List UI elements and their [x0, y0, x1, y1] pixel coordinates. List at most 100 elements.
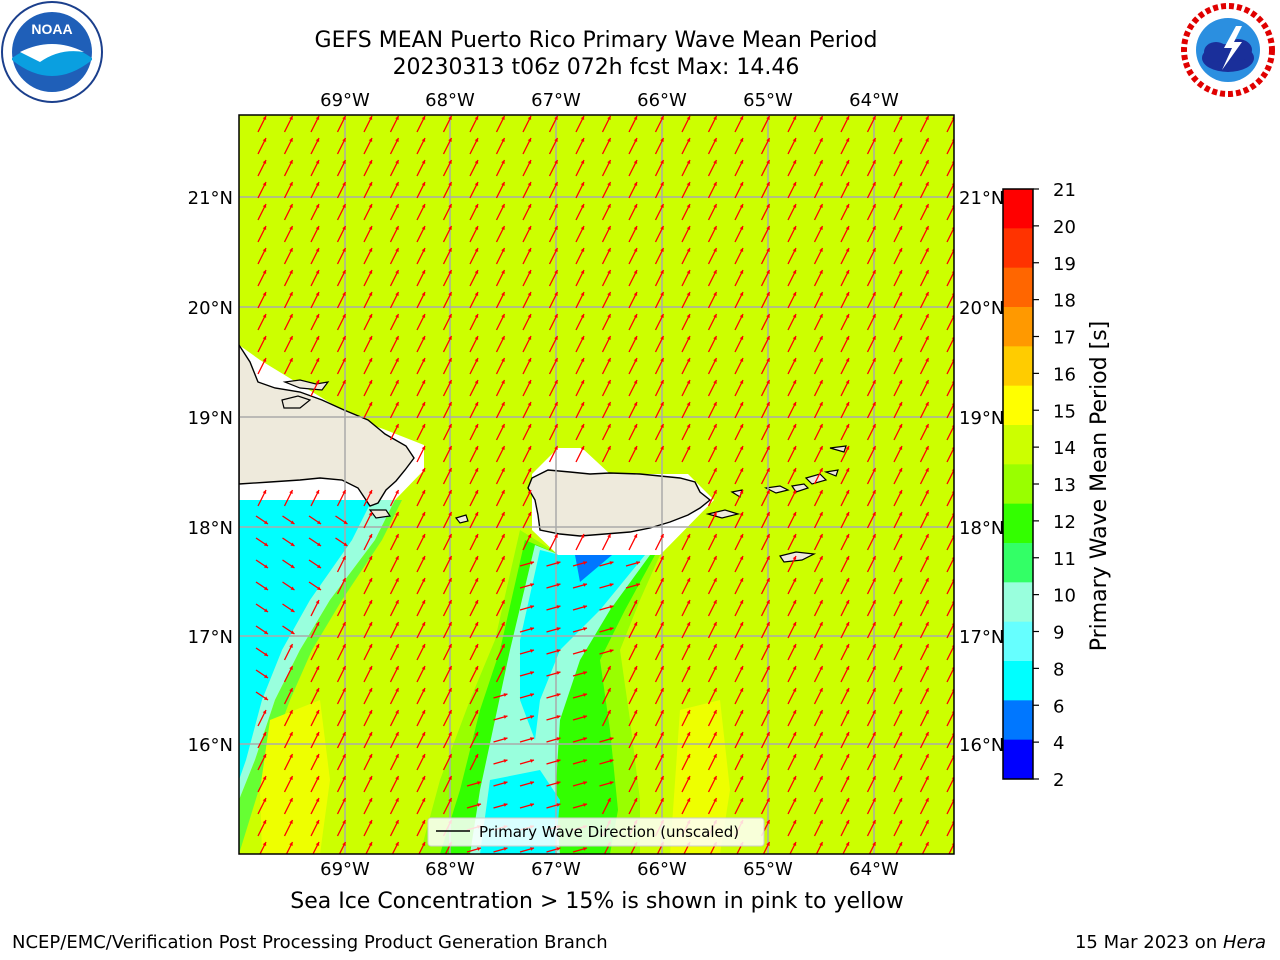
- wave-arrowhead: [474, 380, 479, 384]
- wave-arrowhead: [819, 490, 823, 494]
- wave-arrowhead: [368, 512, 373, 516]
- wave-arrowhead: [501, 424, 505, 428]
- wave-arrowhead: [368, 226, 373, 230]
- wave-arrowhead: [368, 336, 373, 340]
- wave-arrowhead: [315, 358, 320, 362]
- wave-arrowhead: [686, 116, 691, 120]
- wave-arrowhead: [289, 292, 293, 296]
- wave-arrowhead: [819, 292, 823, 296]
- wave-arrowhead: [713, 424, 717, 428]
- wave-arrowhead: [872, 798, 876, 802]
- wave-arrowhead: [660, 600, 664, 604]
- wave-arrowhead: [713, 710, 717, 714]
- wave-arrowhead: [368, 556, 373, 560]
- lat-label: 16°N: [188, 735, 233, 756]
- wave-arrowhead: [845, 402, 850, 406]
- wave-arrowhead: [290, 586, 295, 590]
- wave-arrowhead: [792, 600, 797, 604]
- wave-arrowhead: [368, 644, 373, 648]
- wave-arrowhead: [395, 556, 399, 560]
- wave-arrowhead: [501, 270, 505, 274]
- wave-arrowhead: [421, 336, 426, 340]
- wave-arrowhead: [556, 627, 561, 631]
- wave-arrowhead: [474, 732, 479, 736]
- wave-arrowhead: [289, 666, 293, 670]
- wave-arrowhead: [368, 402, 373, 406]
- wave-arrowhead: [421, 380, 426, 384]
- wave-arrowhead: [342, 842, 346, 846]
- wave-arrowhead: [609, 759, 614, 763]
- wave-arrowhead: [739, 380, 744, 384]
- wave-arrowhead: [660, 798, 664, 802]
- wave-arrowhead: [766, 182, 770, 186]
- wave-arrowhead: [262, 336, 267, 340]
- wave-arrowhead: [421, 798, 426, 802]
- wave-arrowhead: [872, 578, 876, 582]
- wave-arrowhead: [686, 226, 691, 230]
- land-anegada: [829, 445, 847, 453]
- wave-arrowhead: [530, 649, 534, 653]
- wave-arrowhead: [792, 798, 797, 802]
- wave-arrowhead: [448, 622, 452, 626]
- wave-arrowhead: [556, 693, 561, 697]
- wave-arrowhead: [315, 842, 320, 846]
- wave-arrowhead: [368, 666, 373, 670]
- lon-label: 65°W: [743, 90, 793, 111]
- colorbar-tick-label: 4: [1053, 733, 1064, 754]
- wave-arrowhead: [739, 270, 744, 274]
- wave-arrowhead: [607, 336, 611, 340]
- map-frame: [238, 114, 955, 855]
- wave-arrowhead: [792, 710, 797, 714]
- wave-arrowhead: [872, 556, 876, 560]
- wave-arrowhead: [527, 446, 532, 450]
- footer-date: 15 Mar 2023 on Hera: [1075, 932, 1266, 953]
- wave-arrowhead: [633, 754, 638, 758]
- wave-arrowhead: [872, 512, 876, 516]
- wave-arrowhead: [527, 336, 532, 340]
- wave-arrowhead: [554, 314, 558, 318]
- colorbar-tick-label: 14: [1053, 438, 1076, 459]
- wave-arrowhead: [421, 688, 426, 692]
- wave-arrowhead: [766, 358, 770, 362]
- map-legend: Primary Wave Direction (unscaled): [427, 817, 765, 847]
- wave-arrowhead: [739, 776, 744, 780]
- wave-arrowhead: [898, 160, 903, 164]
- wave-arrowhead: [501, 292, 505, 296]
- wave-arrowhead: [556, 781, 561, 785]
- wave-arrowhead: [925, 534, 929, 538]
- wave-arrowhead: [421, 402, 426, 406]
- wave-arrowhead: [819, 754, 823, 758]
- wave-arrowhead: [925, 248, 929, 252]
- wave-arrowhead: [554, 292, 558, 296]
- wave-arrowhead: [686, 798, 691, 802]
- wave-arrowhead: [474, 226, 479, 230]
- wave-arrowhead: [395, 402, 399, 406]
- wave-arrowhead: [395, 116, 399, 120]
- wave-arrowhead: [474, 270, 479, 274]
- wave-arrowhead: [501, 600, 505, 604]
- colorbar-segment: [1003, 543, 1033, 583]
- wave-arrowhead: [872, 666, 876, 670]
- wave-arrowhead: [395, 292, 399, 296]
- wave-arrowhead: [368, 314, 373, 318]
- wave-arrowhead: [898, 182, 903, 186]
- wave-arrowhead: [448, 226, 452, 230]
- wave-arrowhead: [686, 622, 691, 626]
- wave-arrowhead: [739, 358, 744, 362]
- lon-label: 64°W: [849, 90, 899, 111]
- wave-arrowhead: [395, 732, 399, 736]
- wave-arrowhead: [925, 556, 929, 560]
- wave-arrowhead: [766, 380, 770, 384]
- wave-arrowhead: [395, 644, 399, 648]
- colorbar-tick-label: 20: [1053, 217, 1076, 238]
- wave-arrowhead: [819, 666, 823, 670]
- wave-arrowhead: [368, 820, 373, 824]
- wave-arrowhead: [289, 248, 293, 252]
- wave-arrowhead: [660, 776, 664, 780]
- wave-arrowhead: [766, 160, 770, 164]
- wave-arrowhead: [792, 248, 797, 252]
- wave-arrowhead: [898, 468, 903, 472]
- wave-arrowhead: [872, 820, 876, 824]
- wave-arrowhead: [925, 358, 929, 362]
- wave-arrowhead: [448, 732, 452, 736]
